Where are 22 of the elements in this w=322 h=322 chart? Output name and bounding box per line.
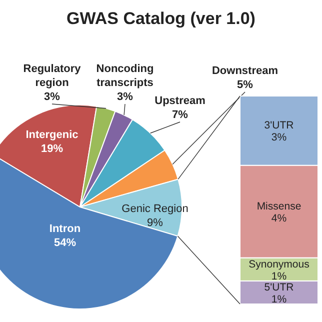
- slice-label: Intron: [49, 223, 81, 235]
- slice-label: Downstream: [212, 65, 278, 77]
- data-label: 1%: [271, 293, 287, 306]
- data-label: 9%: [147, 217, 164, 229]
- data-label: 7%: [172, 109, 188, 121]
- data-label: 4%: [271, 212, 287, 225]
- series-label: Missense: [256, 200, 302, 213]
- data-label: 54%: [54, 237, 76, 249]
- slice-label: Regulatory region: [23, 63, 82, 89]
- data-label: 1%: [271, 270, 287, 282]
- data-label: 5%: [237, 79, 254, 91]
- slice-label: Upstream: [154, 95, 206, 107]
- chart-title: GWAS Catalog (ver 1.0): [66, 9, 256, 28]
- data-label: 19%: [40, 143, 64, 155]
- slice-label: Intergenic: [26, 129, 78, 141]
- series-label: Synonymous: [248, 258, 310, 270]
- data-label: 3%: [44, 91, 60, 103]
- series-label: 3'UTR: [264, 120, 294, 132]
- series-label: 5'UTR: [264, 281, 294, 294]
- data-label: 3%: [271, 132, 287, 144]
- data-label: 3%: [117, 91, 134, 103]
- slice-label: Noncoding transcripts: [96, 63, 154, 89]
